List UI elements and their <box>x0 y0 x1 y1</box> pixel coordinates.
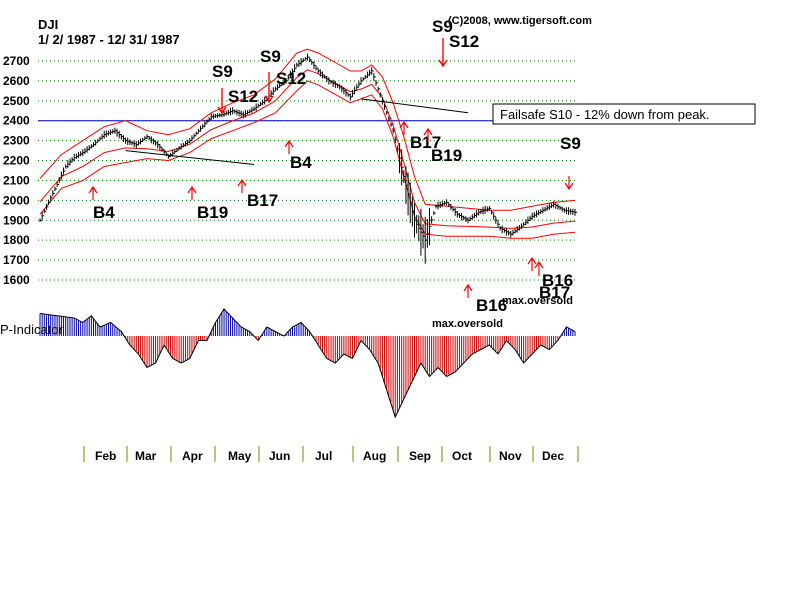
max-oversold-label-1: max.oversold <box>432 318 503 330</box>
month-label-oct: Oct <box>452 449 472 463</box>
middle-band-line <box>39 69 576 229</box>
y-tick-2100: 2100 <box>3 173 30 187</box>
month-label-jul: Jul <box>315 449 332 463</box>
upper-band-line <box>39 48 576 211</box>
y-tick-2700: 2700 <box>3 54 30 68</box>
month-label-apr: Apr <box>182 449 203 463</box>
p-indicator-histogram <box>39 308 576 419</box>
chart-title: DJI <box>38 17 58 32</box>
signal-arrow-down <box>438 38 448 68</box>
signal-label-s9: S9 <box>432 17 453 36</box>
signal-label-s9: S9 <box>560 134 581 153</box>
price-bands <box>39 48 576 239</box>
signal-label-s12: S12 <box>276 69 306 88</box>
support-trendline-1 <box>125 150 255 166</box>
signal-label-b16: B16 <box>542 271 573 290</box>
signal-label-b17: B17 <box>410 133 441 152</box>
signal-arrow-up <box>284 139 294 154</box>
signal-annotations: B4 B19B17S9S12S9S12B4B17B19S9S12B16B17B16… <box>88 17 581 315</box>
signal-label-b4: B4 <box>290 153 312 172</box>
signal-label-b17: B17 <box>539 283 570 302</box>
month-label-sep: Sep <box>409 449 431 463</box>
month-label-feb: Feb <box>95 449 116 463</box>
month-label-may: May <box>228 449 252 463</box>
y-tick-1600: 1600 <box>3 273 30 287</box>
copyright-text: (C)2008, www.tigersoft.com <box>448 15 592 27</box>
p-indicator-label: P-Indicator <box>0 322 64 337</box>
signal-label-b16: B16 <box>476 296 507 315</box>
signal-arrow-up <box>423 127 433 142</box>
signal-label-b17: B17 <box>247 191 278 210</box>
y-tick-2400: 2400 <box>3 114 30 128</box>
y-axis-tick-labels: 1600 1700 1800 1900 2000 2100 2200 2300 2400 2500… <box>3 54 30 287</box>
lower-band-line <box>39 80 576 239</box>
signal-arrow-up <box>88 185 98 200</box>
failsafe-callout-box <box>492 103 756 125</box>
signal-label-b4: B4 <box>93 203 115 222</box>
y-tick-2000: 2000 <box>3 193 30 207</box>
price-bars <box>39 53 577 264</box>
y-tick-2600: 2600 <box>3 74 30 88</box>
signal-label-b19: B19 <box>197 203 228 222</box>
signal-arrow-down <box>564 176 574 191</box>
signal-label-b19: B19 <box>431 146 462 165</box>
signal-arrow-down <box>264 72 274 104</box>
y-tick-2300: 2300 <box>3 134 30 148</box>
y-tick-1900: 1900 <box>3 213 30 227</box>
month-label-dec: Dec <box>542 449 564 463</box>
signal-label-s9: S9 <box>212 62 233 81</box>
signal-label-s9: S9 <box>260 47 281 66</box>
signal-arrow-up <box>399 120 409 135</box>
month-label-mar: Mar <box>135 449 157 463</box>
month-label-jun: Jun <box>269 449 290 463</box>
chart-date-range: 1/ 2/ 1987 - 12/ 31/ 1987 <box>38 32 180 47</box>
month-axis-labels: Feb Mar Apr May Jun Jul Aug Sep Oct Nov Dec <box>83 446 579 463</box>
p-indicator-outline <box>39 308 576 419</box>
signal-label-s12: S12 <box>449 32 479 51</box>
support-trendline-2 <box>360 98 469 114</box>
y-tick-2500: 2500 <box>3 94 30 108</box>
failsafe-label: Failsafe S10 - 12% down from peak. <box>500 107 710 122</box>
signal-arrow-up <box>527 256 537 271</box>
y-tick-1700: 1700 <box>3 253 30 267</box>
signal-arrow-up <box>237 178 247 193</box>
signal-arrow-up <box>463 283 473 298</box>
month-label-nov: Nov <box>499 449 522 463</box>
y-tick-1800: 1800 <box>3 233 30 247</box>
signal-arrow-down <box>217 88 227 115</box>
y-tick-2200: 2200 <box>3 154 30 168</box>
max-oversold-label-2: max.oversold <box>502 295 573 307</box>
signal-label-s12: S12 <box>228 87 258 106</box>
month-label-aug: Aug <box>363 449 386 463</box>
signal-arrow-up <box>534 260 544 276</box>
signal-arrow-up <box>187 185 197 200</box>
